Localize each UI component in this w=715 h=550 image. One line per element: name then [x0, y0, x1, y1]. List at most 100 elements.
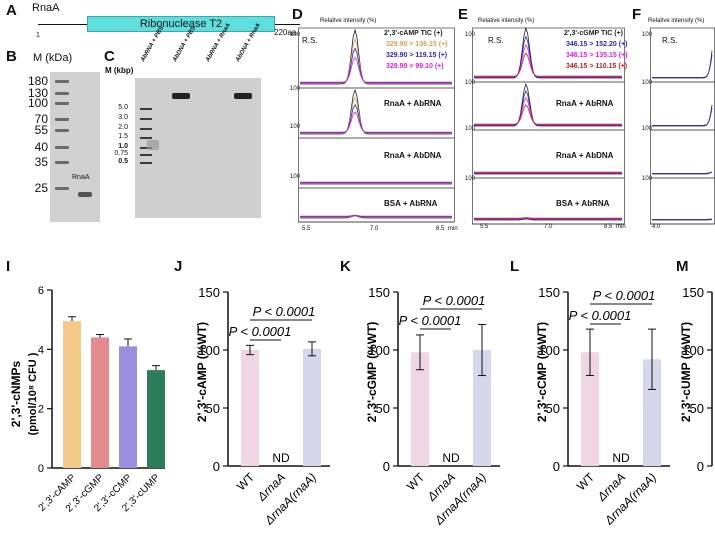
- panel-c-marker-label: 5.0: [118, 104, 128, 111]
- panel-b-marker-band: [55, 161, 69, 164]
- panel-c-marker-label: 0.75: [114, 150, 128, 157]
- panel-k-ylabel: 2',3'-cGMP (%WT): [365, 322, 379, 423]
- panel-a-domain-label: Ribonuclease T2: [139, 18, 223, 30]
- panel-letter-c: C: [104, 48, 115, 65]
- panel-i-chart: 2',3'-cNMPs (pmol/10⁸ CFU ) 02462',3'-cA…: [9, 285, 165, 515]
- panel-e-chromatograms: [472, 26, 625, 225]
- chromatogram-trace: [652, 171, 713, 174]
- panel-e-trace-label-1: R.S.: [488, 36, 504, 45]
- panel-d-xtick-2: 7.0: [370, 226, 379, 232]
- panelK-y-tick-label: 0: [383, 459, 390, 474]
- panelK-y-tick-label: 150: [368, 285, 390, 300]
- panel-f-xtick: 4.0: [652, 224, 661, 230]
- panel-c-marker-label: 0.5: [118, 158, 128, 165]
- panel-m-y-tick-label: 50: [690, 401, 704, 416]
- chromatogram-trace: [652, 171, 713, 175]
- panel-i-ylabel: 2',3'-cNMPs: [9, 360, 23, 427]
- panel-d-trace-label-1: R.S.: [302, 36, 318, 45]
- panelL-category-label: WT: [574, 470, 598, 494]
- panel-e-trace-label-2: RnaA + AbRNA: [556, 99, 614, 108]
- panel-i-y-tick-label: 2: [38, 404, 44, 416]
- chromatogram-trace: [474, 35, 622, 78]
- chromatogram-trace: [300, 88, 452, 135]
- chromatogram-trace: [474, 89, 622, 126]
- panel-letter-f: F: [632, 6, 642, 23]
- panel-d-chromatograms: [298, 27, 455, 223]
- panel-e-legend-3: 346.15 > 135.15 (+): [566, 52, 628, 59]
- chromatogram-trace: [652, 108, 713, 126]
- panel-f-ylabel: Relative intensity (%): [648, 18, 705, 24]
- panel-m-y-tick-label: 150: [682, 285, 704, 300]
- chromatogram-trace: [652, 104, 713, 127]
- panel-f-trace-label: R.S.: [662, 36, 678, 45]
- chromatogram-trace: [652, 50, 713, 79]
- panel-b-marker-band: [55, 118, 69, 121]
- panel-e-xtick-1: 5.5: [480, 224, 489, 230]
- chromatogram-trace: [474, 218, 622, 221]
- chromatogram-trace: [474, 52, 622, 77]
- panel-i-bar: [147, 370, 165, 468]
- chromatogram-trace: [652, 219, 713, 221]
- panel-k-p2: P < 0.0001: [423, 293, 486, 308]
- panel-e-y100-2: 100: [465, 80, 476, 86]
- chromatogram-frame: [650, 177, 715, 225]
- panel-d-legend-3: 329.90 > 119.15 (+): [386, 52, 448, 59]
- panel-k-nd: ND: [442, 451, 460, 465]
- panel-c-marker-band: [140, 108, 152, 110]
- panel-k-p1: P < 0.0001: [399, 313, 462, 328]
- panelJ-y-tick-label: 150: [198, 285, 220, 300]
- chromatogram-trace: [300, 111, 452, 133]
- panel-e-legend-2: 346.15 > 152.20 (+): [566, 41, 628, 48]
- panel-b-marker-label: 70: [34, 112, 48, 126]
- panel-b-marker-label: 100: [27, 96, 48, 110]
- panel-e-y100-4: 100: [465, 176, 476, 182]
- panel-c-marker-title: M (kbp): [105, 66, 134, 75]
- panel-b-band-label: RnaA: [72, 174, 90, 181]
- panel-e-trace-label-3: RnaA + AbDNA: [556, 151, 614, 160]
- panel-e-ylabel: Relative intensity (%): [478, 18, 535, 24]
- panelJ-category-label: WT: [234, 470, 258, 494]
- panel-d-xunit: min: [448, 226, 458, 232]
- panel-l-ylabel: 2',3'-cCMP (%WT): [535, 322, 549, 422]
- panel-d-ylabel: Relative intensity (%): [320, 18, 377, 24]
- panel-c-marker-band: [140, 128, 152, 130]
- panelL-bar: [643, 359, 661, 466]
- panel-a-domain-box: Ribonuclease T2: [87, 16, 275, 32]
- chromatogram-trace: [300, 103, 452, 134]
- panelL-y-tick-label: 50: [546, 401, 560, 416]
- panel-c-marker-label: 1.5: [118, 133, 128, 140]
- panel-e-legend-4: 346.15 > 110.15 (+): [566, 63, 628, 70]
- panel-f-chromatograms: [650, 27, 715, 225]
- panel-j-ylabel: 2',3'-cAMP (%WT): [195, 322, 209, 422]
- chromatogram-frame: [650, 81, 715, 131]
- chromatogram-trace: [474, 104, 622, 125]
- panel-e-trace-label-4: BSA + AbRNA: [556, 199, 610, 208]
- panel-i-bar: [63, 321, 81, 468]
- panel-b-marker-label: 25: [34, 181, 48, 195]
- panelK-bar: [473, 350, 491, 466]
- panel-d-y100-3: 100: [290, 124, 301, 130]
- panel-m-ylabel: 2',3'-cUMP (%WT): [679, 322, 693, 422]
- panel-letter-k: K: [340, 258, 351, 275]
- panel-f-y100-3: 100: [642, 126, 653, 132]
- panel-l-chart: 2',3'-cCMP (%WT) P < 0.0001 P < 0.0001 N…: [535, 285, 670, 528]
- panel-b-rnaa-band: [78, 192, 92, 197]
- panel-m-y-tick-label: 0: [697, 459, 704, 474]
- chromatogram-trace: [300, 215, 452, 219]
- chromatogram-trace: [300, 214, 452, 217]
- panel-d-xtick-3: 8.5: [436, 226, 445, 232]
- panel-d-xtick-1: 5.5: [302, 226, 311, 232]
- chromatogram-trace: [300, 215, 452, 218]
- panel-c-marker-band: [140, 118, 152, 120]
- panel-b-marker-label: 35: [34, 155, 48, 169]
- panel-l-p1: P < 0.0001: [569, 308, 632, 323]
- panel-letter-d: D: [292, 6, 303, 23]
- panel-e-xtick-2: 7.0: [544, 224, 553, 230]
- panel-i-y-tick-label: 6: [38, 285, 44, 297]
- panel-b-marker-band: [55, 102, 69, 105]
- chromatogram-trace: [300, 28, 452, 85]
- panelJ-y-tick-label: 0: [213, 459, 220, 474]
- panel-b-marker-label: 55: [34, 123, 48, 137]
- panel-i-yunit: (pmol/10⁸ CFU ): [27, 352, 39, 435]
- chromatogram-trace: [300, 96, 452, 134]
